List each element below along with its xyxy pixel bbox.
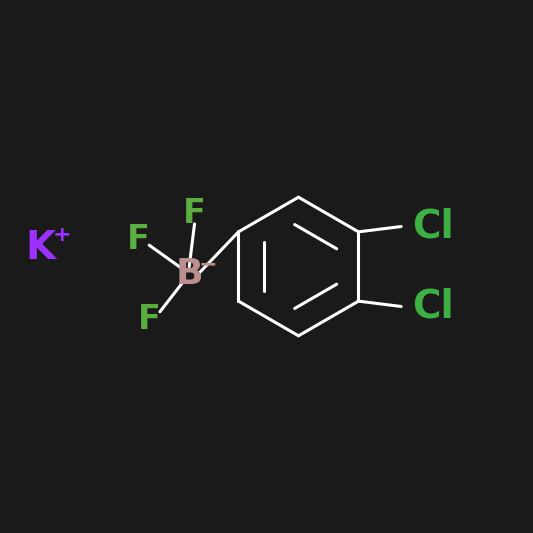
Text: F: F bbox=[138, 303, 160, 336]
Text: B: B bbox=[175, 257, 203, 292]
Text: F: F bbox=[127, 223, 150, 256]
Text: −: − bbox=[199, 255, 217, 275]
Text: Cl: Cl bbox=[412, 287, 454, 326]
Text: K: K bbox=[25, 229, 55, 267]
Text: +: + bbox=[53, 224, 71, 245]
Text: Cl: Cl bbox=[412, 207, 454, 246]
Text: F: F bbox=[183, 197, 206, 230]
